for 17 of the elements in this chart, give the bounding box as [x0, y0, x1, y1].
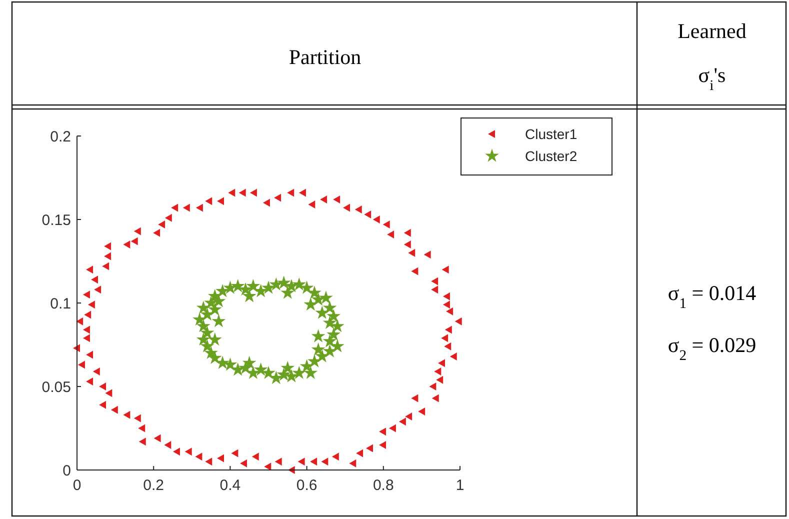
- y-tick-label: 0.15: [42, 212, 71, 229]
- x-tick-label: 0.6: [296, 477, 318, 494]
- legend-label: Cluster1: [525, 126, 578, 142]
- x-tick-label: 0.2: [143, 477, 164, 494]
- y-tick-label: 0.2: [50, 128, 71, 146]
- text: σ$_{1}$ = 0.014: [668, 281, 757, 312]
- legend-label: Cluster2: [525, 148, 578, 164]
- y-tick-label: 0: [62, 462, 71, 480]
- x-tick-label: 0.8: [372, 477, 394, 494]
- y-tick-label: 0.1: [50, 295, 71, 312]
- x-tick-label: 0.4: [220, 477, 241, 494]
- text: σ$_{2}$ = 0.029: [668, 333, 756, 364]
- x-tick-label: 1: [456, 477, 464, 494]
- x-tick-label: 0: [72, 477, 82, 494]
- y-tick-label: 0.05: [42, 378, 71, 396]
- text: Learned σ$_{i}$'s: [678, 19, 747, 94]
- chart-title: Partition: [288, 45, 362, 69]
